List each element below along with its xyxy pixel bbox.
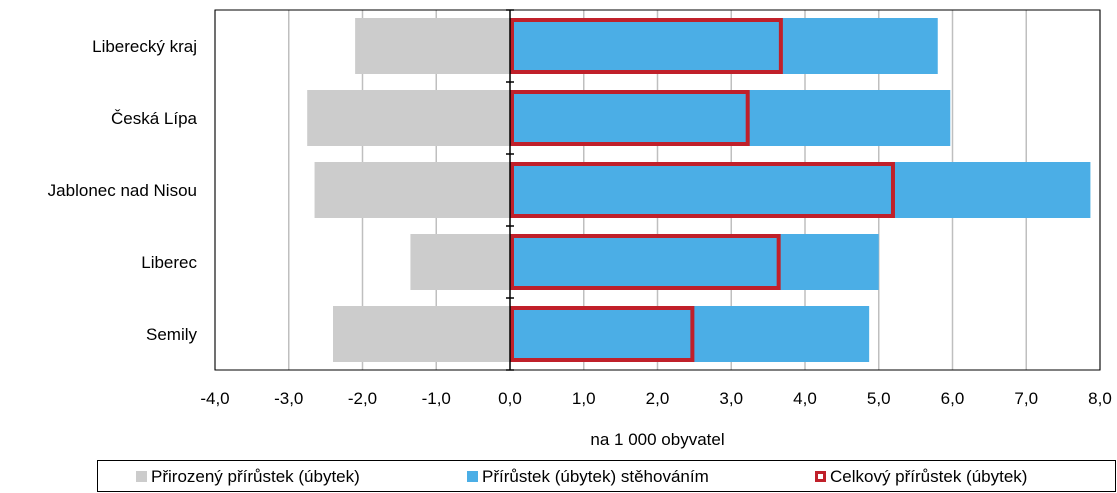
plot-frame (214, 9, 1101, 371)
bar-migration (510, 306, 870, 362)
bar-natural-increase (355, 18, 510, 74)
y-tick-label: Semily (146, 325, 198, 344)
bar-migration (510, 162, 1091, 218)
x-tick-label: 5,0 (867, 389, 891, 408)
x-tick-label: 7,0 (1014, 389, 1038, 408)
x-tick-label: 8,0 (1088, 389, 1112, 408)
x-tick-label: -3,0 (274, 389, 303, 408)
labels: Liberecký kraj Česká Lípa Jablonec nad Nis… (48, 37, 1112, 408)
bar-total-increase (510, 306, 695, 362)
bar-migration (510, 234, 879, 290)
x-tick-label: 2,0 (646, 389, 670, 408)
legend-label-natural: Přirozený přírůstek (úbytek) (151, 467, 360, 486)
y-tick-label: Liberecký kraj (92, 37, 197, 56)
legend-label-migration: Přírůstek (úbytek) stěhováním (482, 467, 709, 486)
x-tick-label: -4,0 (200, 389, 229, 408)
axes (214, 9, 1101, 371)
bar-natural-increase (314, 162, 510, 218)
bar-migration (510, 90, 951, 146)
bar-total-increase (510, 162, 895, 218)
x-tick-label: 6,0 (941, 389, 965, 408)
x-tick-label: 3,0 (719, 389, 743, 408)
bar-chart: Liberecký kraj Česká Lípa Jablonec nad Nis… (48, 9, 1112, 449)
x-tick-label: 1,0 (572, 389, 596, 408)
bars (307, 18, 1091, 362)
legend-item-natural: Přirozený přírůstek (úbytek) (136, 467, 360, 487)
legend: Přirozený přírůstek (úbytek) Přírůstek (… (97, 460, 1116, 492)
legend-swatch-migration (467, 471, 478, 482)
x-tick-label: 4,0 (793, 389, 817, 408)
legend-item-total: Celkový přírůstek (úbytek) (815, 467, 1027, 487)
bar-total-increase (510, 90, 750, 146)
legend-item-migration: Přírůstek (úbytek) stěhováním (467, 467, 709, 487)
bar-total-increase (510, 18, 783, 74)
bar-natural-increase (307, 90, 510, 146)
bar-natural-increase (333, 306, 510, 362)
x-tick-label: -2,0 (348, 389, 377, 408)
x-axis-title: na 1 000 obyvatel (590, 430, 724, 449)
y-tick-label: Liberec (141, 253, 197, 272)
legend-label-total: Celkový přírůstek (úbytek) (830, 467, 1028, 486)
y-tick-label: Česká Lípa (111, 109, 198, 128)
bar-natural-increase (410, 234, 510, 290)
x-tick-label: -1,0 (422, 389, 451, 408)
y-tick-label: Jablonec nad Nisou (48, 181, 197, 200)
bar-migration (510, 18, 938, 74)
bar-total-increase (510, 234, 781, 290)
x-tick-label: 0,0 (498, 389, 522, 408)
legend-swatch-natural (136, 471, 147, 482)
legend-swatch-total (815, 471, 826, 482)
